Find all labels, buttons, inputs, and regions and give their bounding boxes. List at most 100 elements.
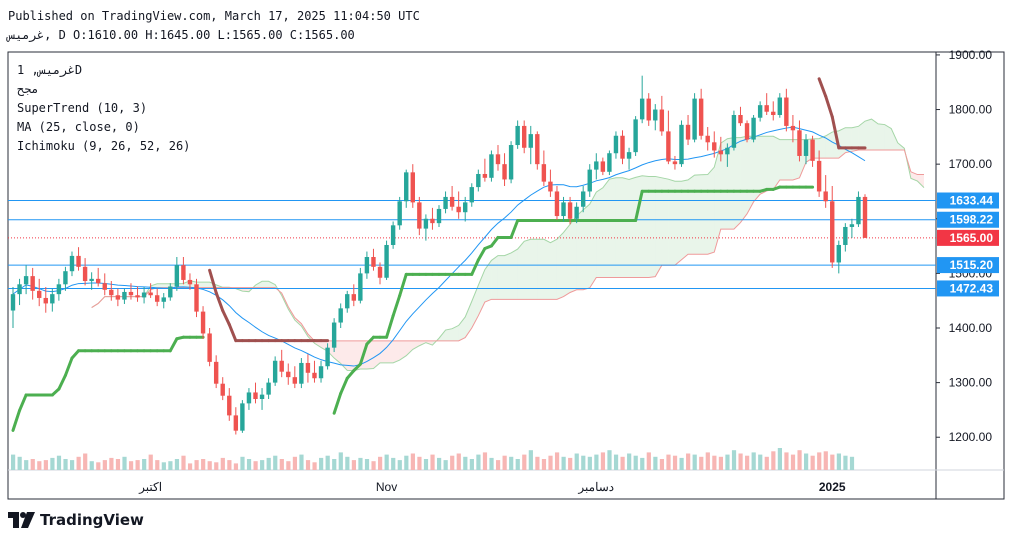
ichimoku-cloud-segment <box>268 281 276 288</box>
volume-bar <box>646 452 651 470</box>
candle <box>836 240 841 274</box>
ichimoku-cloud-segment <box>589 192 597 288</box>
candle-body <box>757 105 763 118</box>
candle <box>253 382 258 404</box>
candle-body <box>803 139 809 156</box>
candle-body <box>567 202 573 219</box>
volume-bar <box>404 455 409 470</box>
candle-body <box>50 294 55 304</box>
ichimoku-cloud-segment <box>740 136 748 223</box>
legend-ichimoku[interactable]: Ichimoku (9, 26, 52, 26) <box>17 139 191 153</box>
candle-body <box>639 98 645 120</box>
volume-bar <box>823 451 828 470</box>
ichimoku-cloud-segment <box>884 124 892 150</box>
volume-bar <box>233 463 239 470</box>
candle <box>725 143 730 167</box>
candle <box>115 288 121 307</box>
candle <box>377 262 383 285</box>
candle-body <box>548 181 553 192</box>
ichimoku-cloud-segment <box>366 340 374 369</box>
supertrend-up-segment <box>11 408 22 432</box>
ichimoku-cloud-segment <box>203 282 210 288</box>
candle-body <box>738 115 743 124</box>
candle-body <box>830 201 835 263</box>
candle-body <box>718 150 724 155</box>
volume-bar <box>672 455 678 470</box>
supertrend-down-segment <box>824 94 834 119</box>
candle-body <box>279 360 284 372</box>
candle <box>154 288 160 307</box>
volume-bar <box>292 456 298 470</box>
candle <box>358 267 363 304</box>
legend-ma[interactable]: MA (25, close, 0) <box>17 120 140 134</box>
candle-body <box>102 283 107 290</box>
candle-body <box>685 124 691 140</box>
candle <box>371 248 376 271</box>
ichimoku-cloud-segment <box>373 340 381 369</box>
candle <box>148 283 153 298</box>
volume-bar <box>633 455 638 470</box>
volume-bar <box>777 448 782 470</box>
level-price-label: 1515.20 <box>950 258 994 272</box>
candle-body <box>823 191 828 202</box>
candle <box>50 288 55 312</box>
candle <box>508 141 514 184</box>
candle <box>423 214 429 241</box>
candle <box>777 93 782 118</box>
candle <box>698 88 704 140</box>
candle-body <box>849 224 855 227</box>
volume-bar <box>89 461 94 470</box>
candle-body <box>259 394 265 399</box>
volume-bar <box>502 455 507 470</box>
candle <box>816 150 822 197</box>
volume-bar <box>541 459 547 470</box>
supertrend-down-segment <box>208 268 218 295</box>
candle-body <box>404 172 409 202</box>
candle <box>574 202 579 224</box>
ichimoku-cloud-segment <box>393 340 400 363</box>
candle <box>141 287 147 304</box>
ichimoku-cloud-segment <box>615 177 623 278</box>
candle <box>266 378 271 399</box>
candle <box>790 115 796 143</box>
candle <box>436 205 442 227</box>
volume-bar <box>351 460 356 470</box>
candle-body <box>705 135 710 143</box>
volume-bar <box>260 460 265 470</box>
volume-bar <box>659 459 665 470</box>
volume-bar <box>437 457 442 470</box>
candle <box>30 267 35 300</box>
candle-body <box>253 392 258 399</box>
volume-bar <box>692 454 697 470</box>
volume-bar <box>279 459 284 470</box>
candle <box>135 286 140 302</box>
supertrend-up-segment <box>339 376 349 395</box>
candle <box>443 191 448 214</box>
candle-body <box>856 196 861 225</box>
tradingview-logo[interactable]: TradingView <box>8 511 144 529</box>
candle <box>757 101 763 122</box>
candle <box>751 115 756 143</box>
legend-symbol[interactable]: غرميس, 1D <box>17 63 83 77</box>
candle-body <box>515 125 520 146</box>
supertrend-up-segment <box>634 189 644 223</box>
x-tick-label: Nov <box>376 480 397 494</box>
candle-body <box>790 125 796 131</box>
candle <box>476 169 481 192</box>
ichimoku-cloud-segment <box>412 340 420 350</box>
candle <box>456 191 461 219</box>
supertrend-up-segment <box>358 342 369 366</box>
volume-bar <box>181 455 186 470</box>
volume-bar <box>686 453 691 470</box>
ichimoku-cloud-segment <box>511 249 518 300</box>
candle-body <box>89 278 94 282</box>
y-tick-label: 1200.00 <box>949 430 993 444</box>
volume-bar <box>43 460 48 470</box>
candle <box>96 267 101 287</box>
volume-bar <box>122 456 127 470</box>
legend-supertrend[interactable]: SuperTrend (10, 3) <box>17 101 148 115</box>
volume-bar <box>96 462 101 470</box>
ichimoku-cloud-segment <box>786 139 793 180</box>
candle <box>364 251 370 279</box>
